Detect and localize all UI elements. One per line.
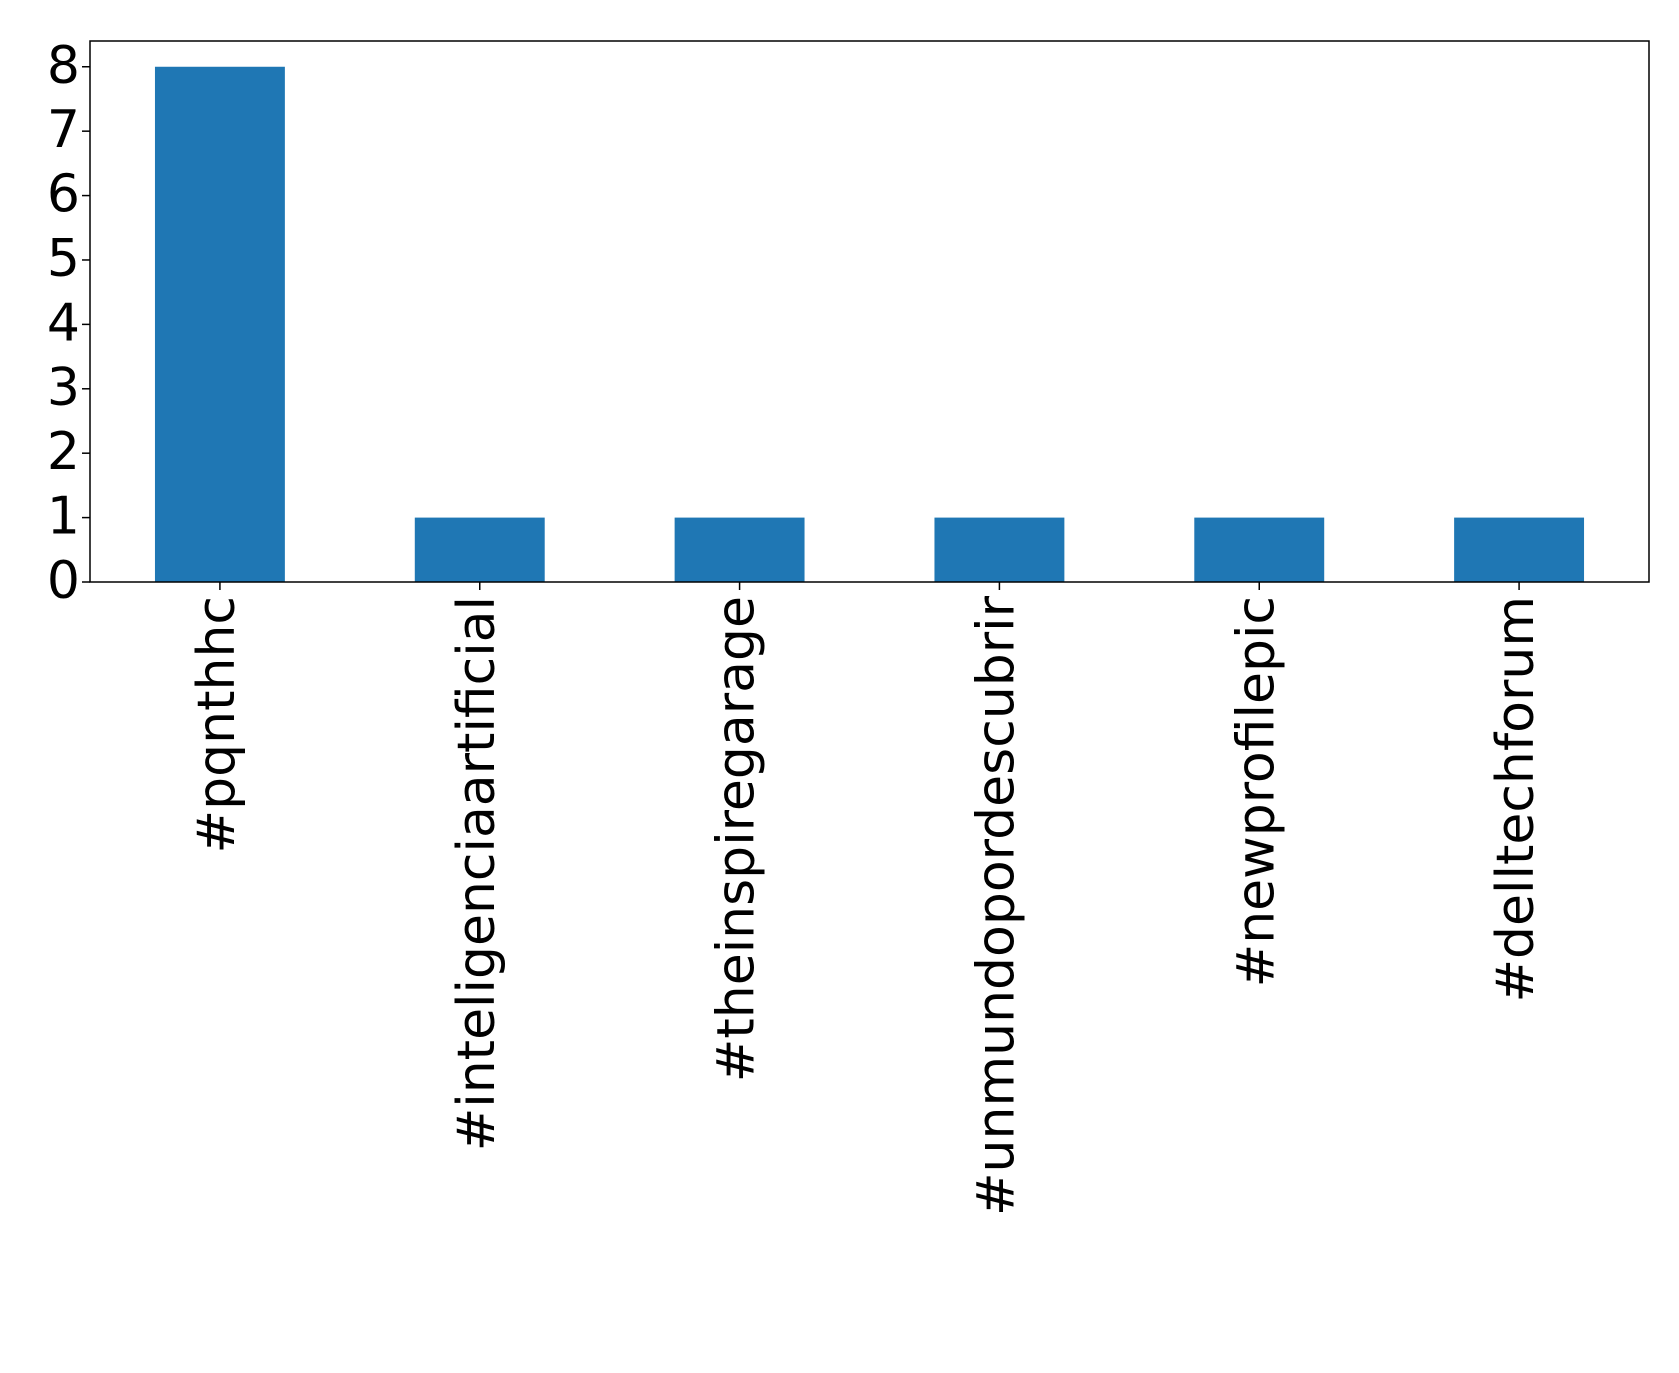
bar xyxy=(934,517,1065,582)
y-tick-label: 3 xyxy=(47,358,80,418)
x-tick-label: #inteligenciaartificial xyxy=(447,596,507,1151)
bar xyxy=(1194,517,1325,582)
bar xyxy=(674,517,805,582)
bar xyxy=(154,66,285,582)
plot-frame xyxy=(89,40,1650,583)
x-tick-label: #pqnthhc xyxy=(187,596,247,853)
y-tick-label: 0 xyxy=(47,551,80,611)
x-tick-label: #unmundopordescubrir xyxy=(966,595,1026,1216)
bar xyxy=(414,517,545,582)
x-tick-label: #theinspiregarage xyxy=(707,596,767,1082)
y-tick-label: 1 xyxy=(47,487,80,547)
bar xyxy=(1454,517,1585,582)
y-tick-label: 4 xyxy=(47,293,80,353)
y-tick-label: 6 xyxy=(47,165,80,225)
y-tick-label: 7 xyxy=(47,100,80,160)
y-tick-label: 8 xyxy=(47,36,80,96)
x-tick-label: #delltechforum xyxy=(1486,596,1546,1003)
x-tick-label: #newprofilepic xyxy=(1226,596,1286,987)
y-tick-label: 5 xyxy=(47,229,80,289)
y-tick-label: 2 xyxy=(47,422,80,482)
